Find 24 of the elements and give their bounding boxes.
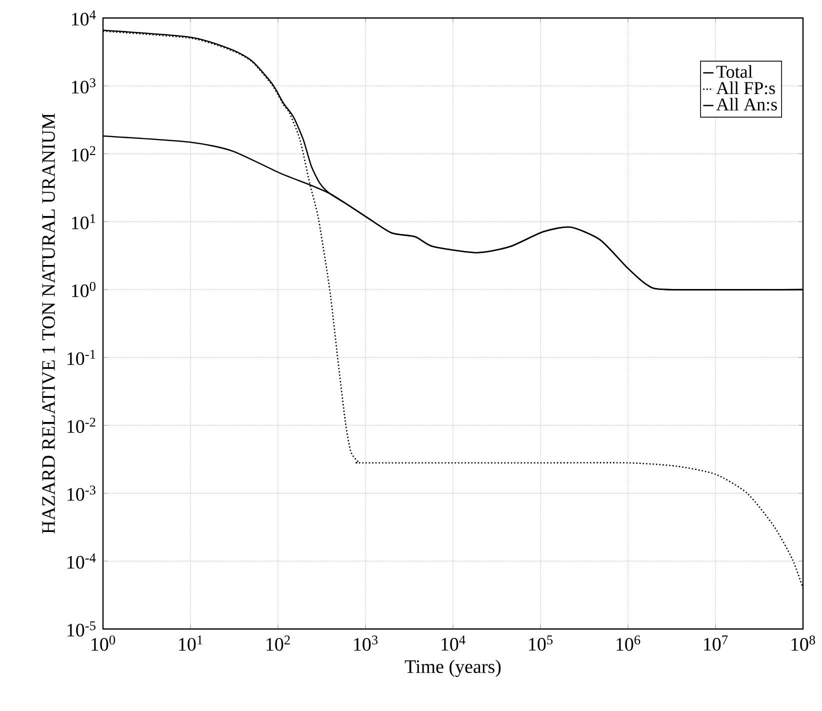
x-tick-label: 10$^{8}$	[792, 636, 816, 651]
x-tick-label: 10$^{7}$	[704, 636, 728, 651]
x-tick-label: 10$^{0}$	[92, 636, 116, 651]
y-tick-label: 10$^{3}$	[72, 78, 96, 94]
x-tick-label: 10$^{3}$	[354, 636, 378, 651]
x-tick-label: 10$^{5}$	[529, 636, 553, 651]
y-tick-label: 10$^{4}$	[72, 10, 96, 26]
x-tick-label: 10$^{6}$	[616, 636, 640, 651]
y-tick-label: 10$^{-2}$	[68, 418, 96, 433]
y-tick-label: 10$^{-1}$	[68, 350, 96, 366]
y-tick-label: 10$^{-4}$	[68, 554, 96, 569]
x-tick-label: 10$^{1}$	[179, 636, 202, 651]
legend-label: All An:s	[716, 98, 777, 111]
x-tick-label: 10$^{2}$	[266, 636, 290, 651]
x-axis-title: Time (years)	[404, 660, 501, 677]
y-tick-label: 10$^{1}$	[72, 214, 96, 230]
y-axis-title: HAZARD RELATIVE 1 TON NATURAL URANIUM	[42, 113, 56, 534]
legend-label: Total	[716, 65, 752, 78]
x-tick-label: 10$^{4}$	[442, 636, 466, 651]
legend-label: All FP:s	[716, 82, 775, 94]
y-tick-label: 10$^{2}$	[72, 146, 96, 162]
y-tick-label: 10$^{-5}$	[68, 621, 96, 637]
y-tick-label: 10$^{0}$	[72, 282, 96, 298]
y-tick-label: 10$^{-3}$	[68, 486, 96, 501]
